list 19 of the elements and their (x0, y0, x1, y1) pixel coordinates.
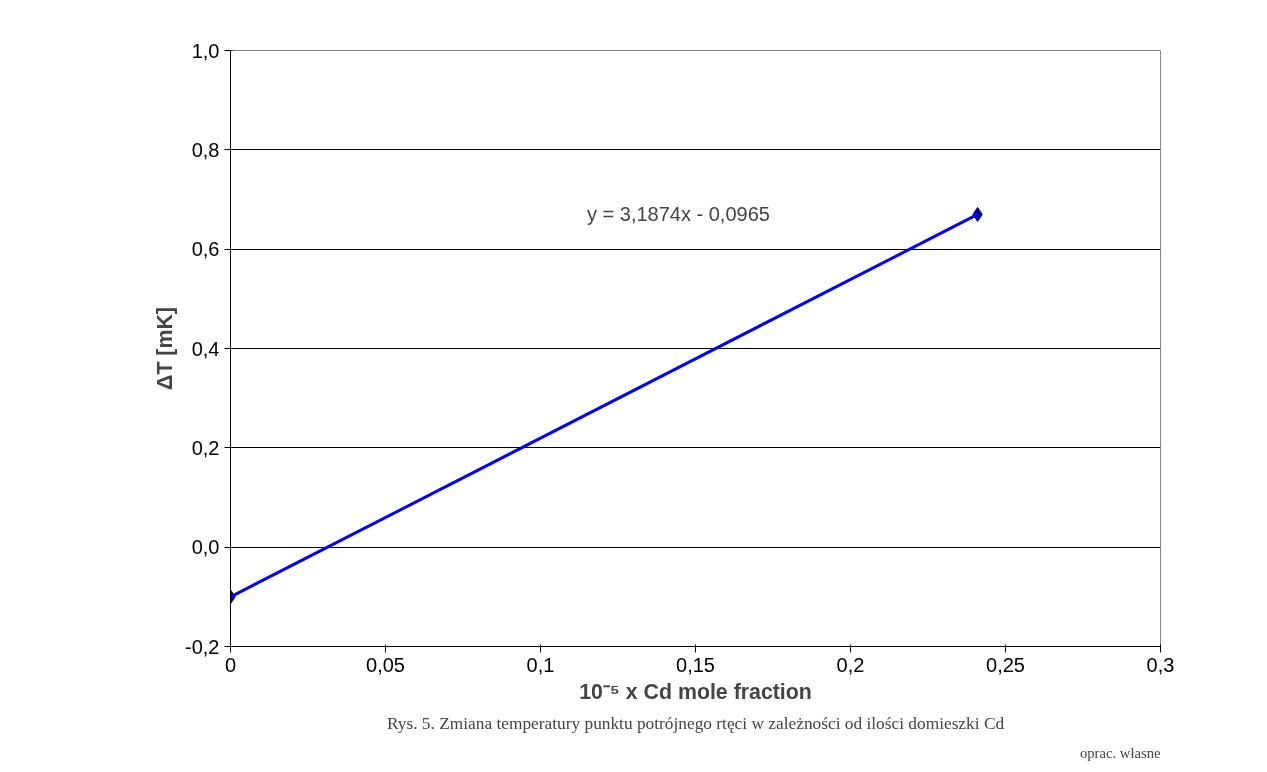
y-tick-label: 0,4 (191, 337, 220, 360)
y-tick-label: 0,8 (191, 138, 220, 161)
y-tick-label: 0,2 (191, 436, 220, 459)
x-axis-title: 10⁻⁵ x Cd mole fraction (579, 679, 812, 704)
x-tick-label: 0,3 (1146, 653, 1175, 676)
x-tick-label: 0,05 (366, 653, 405, 676)
y-axis-title: ΔT [mK] (153, 307, 178, 390)
y-tick-label: 0,0 (191, 536, 220, 559)
y-tick-label: 0,6 (191, 238, 220, 261)
x-tick-label: 0 (224, 653, 237, 676)
x-tick-label: 0,15 (676, 653, 715, 676)
text: Rys. 5. Zmiana temperatury punktu potrójnego rtęci w zależności od ilości domieszki Cd (386, 713, 1005, 733)
x-tick-label: 0,1 (526, 653, 555, 676)
x-tick-label: 0,2 (836, 653, 865, 676)
text: oprac. własne (1079, 744, 1161, 761)
annotation: y = 3,1874x - 0,0965 (587, 203, 770, 226)
y-tick-label: -0,2 (185, 635, 220, 658)
x-tick-label: 0,25 (986, 653, 1025, 676)
y-tick-label: 1,0 (191, 39, 220, 62)
